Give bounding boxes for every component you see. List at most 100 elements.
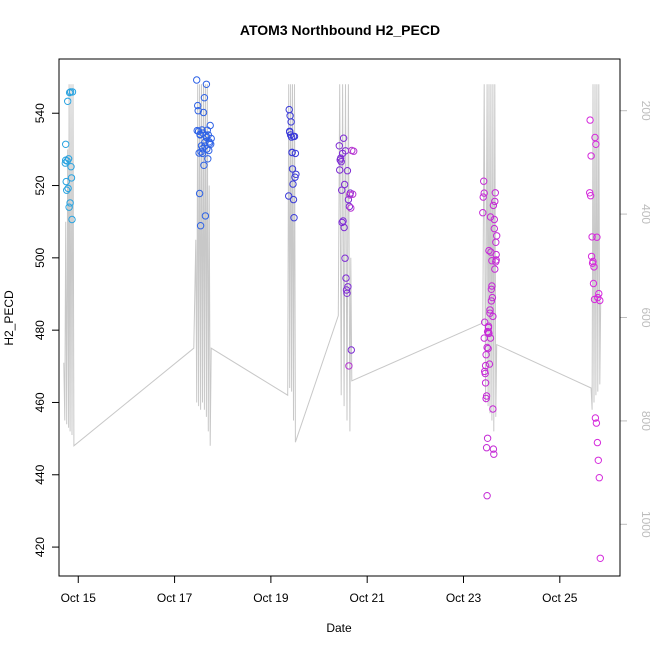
data-point: [595, 474, 603, 482]
data-point: [492, 250, 500, 259]
data-point: [489, 445, 498, 453]
y2-tick-label: 400: [639, 204, 650, 224]
data-point: [344, 195, 353, 204]
data-point: [347, 204, 355, 212]
data-point: [593, 233, 601, 241]
data-point: [485, 246, 493, 255]
data-point: [482, 392, 491, 400]
data-point: [586, 192, 595, 200]
data-point: [202, 133, 211, 142]
data-point: [206, 121, 214, 130]
data-point: [291, 149, 300, 158]
y2-tick-label: 600: [639, 307, 650, 327]
data-point: [596, 554, 604, 562]
data-point: [349, 190, 357, 198]
data-point: [201, 138, 209, 146]
data-point: [342, 274, 350, 282]
data-point: [338, 218, 346, 227]
data-point: [62, 186, 71, 194]
data-point: [594, 456, 602, 464]
data-point: [489, 405, 497, 413]
data-point: [588, 233, 596, 241]
data-point: [595, 289, 603, 298]
data-point: [289, 180, 297, 188]
data-point: [198, 126, 206, 134]
data-point: [482, 351, 490, 359]
data-point: [290, 214, 298, 222]
data-point: [67, 174, 76, 182]
data-point: [586, 116, 594, 124]
data-point: [206, 139, 214, 147]
data-point: [66, 199, 74, 207]
data-point: [486, 306, 494, 314]
y2-tick-label: 1000: [639, 511, 650, 538]
y-tick-label: 480: [33, 320, 47, 340]
data-point: [198, 149, 207, 158]
data-point: [195, 189, 204, 198]
data-point: [340, 180, 349, 189]
data-point: [68, 215, 76, 224]
y-tick-label: 520: [33, 175, 47, 195]
data-point: [486, 213, 495, 221]
data-point: [289, 132, 298, 141]
data-point: [488, 293, 497, 302]
data-point: [67, 163, 75, 171]
y-tick-label: 460: [33, 392, 47, 412]
data-point: [198, 145, 207, 153]
data-point: [492, 238, 500, 247]
data-point: [291, 173, 299, 181]
data-point: [200, 94, 209, 102]
data-point: [340, 223, 348, 232]
data-point: [490, 224, 498, 233]
data-point: [587, 152, 595, 160]
data-point: [288, 148, 296, 157]
data-point: [205, 146, 213, 155]
data-point: [342, 286, 351, 294]
data-point: [587, 252, 596, 261]
y-tick-label: 500: [33, 248, 47, 268]
data-point: [485, 360, 494, 368]
x-tick-label: Oct 23: [446, 591, 482, 605]
points-layer: [61, 76, 604, 562]
y-tick-label: 420: [33, 537, 47, 557]
data-point: [488, 282, 496, 290]
data-point: [591, 414, 600, 422]
data-point: [483, 343, 491, 352]
data-point: [202, 80, 211, 89]
chart-title: ATOM3 Northbound H2_PECD: [240, 22, 440, 38]
data-point: [593, 438, 602, 447]
data-point: [343, 167, 352, 175]
data-point: [482, 444, 491, 452]
data-point: [586, 189, 594, 197]
data-point: [292, 170, 300, 179]
data-point: [196, 131, 204, 139]
y-tick-label: 440: [33, 464, 47, 484]
altitude-layer: [63, 84, 602, 447]
data-point: [194, 101, 202, 110]
data-point: [193, 76, 201, 84]
data-point: [64, 184, 72, 193]
data-point: [481, 361, 490, 370]
data-point: [490, 450, 498, 458]
x-tick-label: Oct 15: [61, 591, 97, 605]
data-point: [485, 329, 493, 338]
data-point: [196, 222, 205, 230]
data-point: [65, 203, 73, 211]
data-point: [65, 88, 74, 97]
data-point: [481, 379, 490, 387]
data-point: [483, 492, 491, 500]
data-point: [61, 159, 70, 167]
x-axis-label: Date: [326, 621, 352, 635]
data-point: [287, 118, 295, 126]
data-point: [337, 158, 345, 166]
data-point: [491, 189, 499, 197]
data-point: [490, 215, 498, 224]
data-point: [347, 346, 355, 354]
data-point: [289, 195, 298, 204]
data-point: [201, 212, 210, 220]
data-point: [492, 256, 500, 264]
data-point: [66, 88, 75, 96]
plot-frame: [58, 58, 621, 577]
data-point: [488, 257, 496, 265]
data-point: [589, 279, 598, 288]
